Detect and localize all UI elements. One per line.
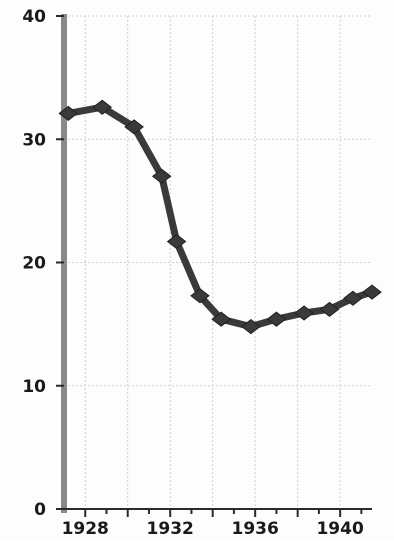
y-tick-label: 20 — [22, 254, 46, 274]
data-point-marker — [241, 318, 261, 335]
x-tick-label: 1936 — [232, 519, 279, 539]
y-tick-label: 10 — [22, 377, 46, 397]
y-tick-label: 40 — [22, 7, 46, 27]
data-point-marker — [266, 311, 287, 327]
data-point-marker — [92, 99, 113, 115]
y-tick-label: 30 — [22, 130, 46, 150]
data-point-marker — [294, 305, 314, 321]
series-layer — [58, 99, 382, 335]
data-point-marker — [151, 168, 172, 184]
y-tick-label: 0 — [34, 500, 46, 520]
axis-layer — [56, 14, 372, 517]
series-line — [64, 103, 376, 331]
data-point-marker — [190, 288, 210, 304]
data-point-marker — [211, 311, 232, 327]
data-point-marker — [343, 290, 363, 306]
data-point-marker — [319, 301, 340, 317]
x-tick-label: 1932 — [147, 519, 194, 539]
data-point-marker — [124, 119, 144, 135]
label-layer: 0 10 20 30 40 1928 1932 1936 1940 — [22, 7, 364, 539]
x-tick-label: 1928 — [62, 519, 109, 539]
x-tick-label: 1940 — [316, 519, 363, 539]
data-point-marker — [166, 233, 187, 250]
data-point-marker — [58, 105, 79, 122]
data-point-marker — [362, 284, 382, 300]
grid-layer — [64, 15, 372, 509]
